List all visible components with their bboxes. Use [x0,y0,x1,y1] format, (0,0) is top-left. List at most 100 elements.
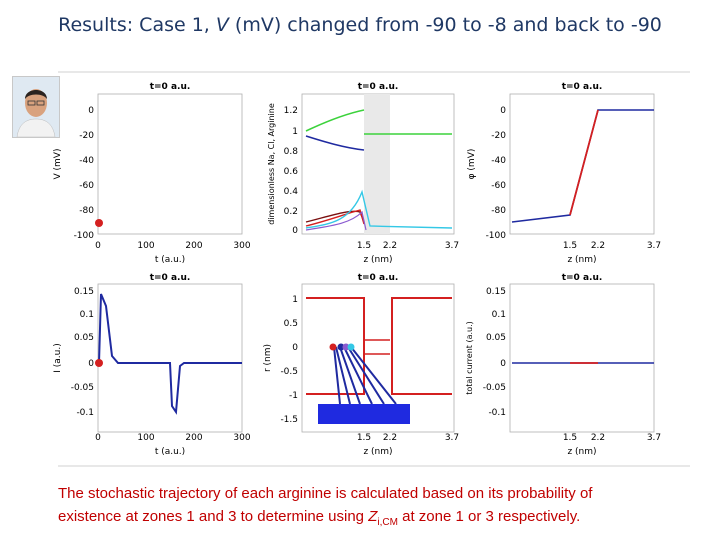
panel-trajectory: t=0 a.u. r (nm) z (nm) 1 0.5 0 -0.5 -1 -… [263,273,459,457]
x-axis-label: t (a.u.) [155,447,185,457]
y-tick: 0.5 [284,319,298,329]
y-tick: 0 [88,359,94,369]
caption-line-2: existence at zones 1 and 3 to determine … [58,505,698,534]
x-tick: 200 [185,241,202,251]
y-tick: 0 [500,359,506,369]
arginine-marker [337,343,345,351]
y-tick: -1 [289,391,298,401]
y-tick: 0.15 [486,287,506,297]
y-tick: 1 [292,295,298,305]
x-tick: 0 [95,241,101,251]
caption-text-b: at zone 1 or 3 respectively. [397,508,581,525]
y-tick: -0.05 [483,383,506,393]
y-axis-label: total current (a.u.) [465,321,474,395]
y-tick: 0 [292,226,298,236]
panel-potential: t=0 a.u. φ (mV) z (nm) 0 -20 -40 -60 -80… [467,82,661,265]
x-tick: 100 [137,433,154,443]
arginine-marker [347,343,355,351]
y-tick: 1.2 [284,106,298,116]
y-tick: 0 [88,106,94,116]
x-tick: 1.5 [357,433,371,443]
y-tick: -20 [491,131,506,141]
blue-curve [305,135,365,151]
y-tick: 1 [292,127,298,137]
caption-line-1: The stochastic trajectory of each argini… [58,485,593,502]
x-tick: 200 [185,433,202,443]
y-tick: -0.05 [71,383,94,393]
panel-title: t=0 a.u. [358,82,399,92]
x-tick: 3.7 [445,433,459,443]
x-tick: 300 [233,433,250,443]
y-axis-label: dimensionless Na, Cl, Arginine [267,103,276,225]
y-tick: -60 [79,181,94,191]
arginine-tethers [333,346,397,405]
slide-title: Results: Case 1, V (mV) changed from -90… [0,14,720,36]
y-tick: -40 [79,156,94,166]
figure-panels: t=0 a.u. V (mV) t (a.u.) 0 -20 -40 -60 -… [53,71,690,467]
channel-gate [364,339,390,355]
y-tick: 0 [500,106,506,116]
y-tick: 0.8 [284,147,299,157]
panel-title: t=0 a.u. [562,273,603,283]
y-tick: -40 [491,156,506,166]
y-tick: -80 [491,206,506,216]
x-tick: 1.5 [357,241,371,251]
current-marker [95,359,103,367]
y-tick: 0.05 [486,333,506,343]
arginine-marker [329,343,337,351]
purple-curve [305,210,367,231]
y-tick: -100 [74,231,95,241]
x-tick: 3.7 [445,241,459,251]
current-curve [98,293,242,415]
potential-ramp [569,109,599,216]
figure-caption: The stochastic trajectory of each argini… [58,482,698,534]
x-tick: 300 [233,241,250,251]
x-axis-label: z (nm) [363,447,392,457]
panel-title: t=0 a.u. [150,273,191,283]
channel-wall [306,297,365,395]
red-curve [305,209,365,227]
y-tick: 0.05 [74,333,94,343]
x-tick: 3.7 [647,433,661,443]
panel-concentration: t=0 a.u. dimensionless Na, Cl, Arginine … [267,82,459,265]
y-tick: 0.6 [284,167,299,177]
y-tick: 0.15 [74,287,94,297]
title-suffix: (mV) changed from -90 to -8 and back to … [228,14,662,36]
panel-total-current: t=0 a.u. total current (a.u.) z (nm) 0.1… [465,273,661,457]
y-tick: 0.1 [492,310,506,320]
y-tick: -0.1 [488,408,506,418]
x-tick: 2.2 [383,241,397,251]
x-tick: 0 [95,433,101,443]
author-photo [12,76,60,138]
y-tick: 0.4 [284,187,299,197]
title-var: V [215,14,229,36]
x-tick: 1.5 [563,433,577,443]
caption-symbol: Z [368,508,378,525]
x-axis-label: t (a.u.) [155,255,185,265]
y-axis-label: r (nm) [263,344,273,372]
x-tick: 100 [137,241,154,251]
x-tick: 2.2 [383,433,397,443]
caption-subscript: i,CM [377,517,398,528]
caption-text-a: existence at zones 1 and 3 to determine … [58,508,369,525]
x-axis-label: z (nm) [363,255,392,265]
panel-voltage: t=0 a.u. V (mV) t (a.u.) 0 -20 -40 -60 -… [53,82,251,265]
panel-current: t=0 a.u. I (a.u.) t (a.u.) 0.15 0.1 0.05… [53,273,251,457]
y-tick: -0.1 [76,408,94,418]
y-tick: -1.5 [280,415,298,425]
y-tick: -20 [79,131,94,141]
x-axis-label: z (nm) [567,255,596,265]
y-tick: -60 [491,181,506,191]
panel-title: t=0 a.u. [358,273,399,283]
y-tick: 0 [292,343,298,353]
y-tick: 0.1 [80,310,94,320]
channel-wall-right [391,297,452,395]
y-axis-label: V (mV) [53,149,63,180]
y-tick: -100 [486,231,507,241]
y-tick: 0.2 [284,207,298,217]
cyan-curve [305,189,453,229]
green-curve [305,109,365,132]
y-tick: -80 [79,206,94,216]
arginine-marker [342,343,350,351]
voltage-marker [95,219,103,227]
